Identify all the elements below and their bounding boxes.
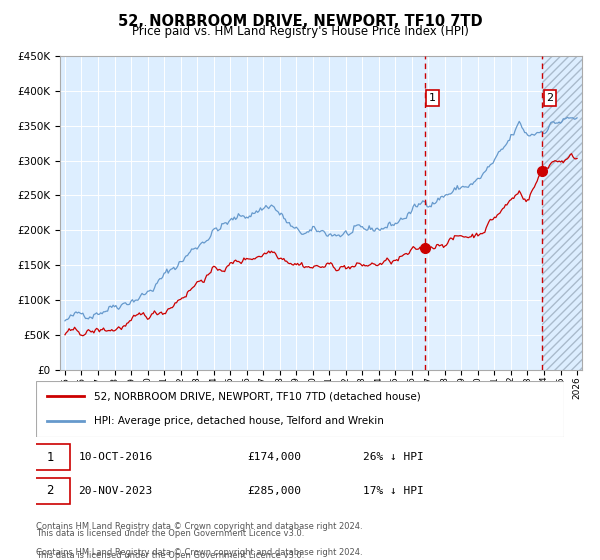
Text: 17% ↓ HPI: 17% ↓ HPI <box>364 486 424 496</box>
Text: 1: 1 <box>429 93 436 103</box>
Text: Contains HM Land Registry data © Crown copyright and database right 2024.: Contains HM Land Registry data © Crown c… <box>36 522 362 531</box>
Text: Price paid vs. HM Land Registry's House Price Index (HPI): Price paid vs. HM Land Registry's House … <box>131 25 469 38</box>
Text: HPI: Average price, detached house, Telford and Wrekin: HPI: Average price, detached house, Telf… <box>94 416 384 426</box>
Text: 1: 1 <box>47 451 54 464</box>
Text: £285,000: £285,000 <box>247 486 301 496</box>
Text: 20-NOV-2023: 20-NOV-2023 <box>78 486 152 496</box>
Text: This data is licensed under the Open Government Licence v3.0.: This data is licensed under the Open Gov… <box>36 529 304 538</box>
Bar <box>425 56 542 370</box>
Text: 52, NORBROOM DRIVE, NEWPORT, TF10 7TD: 52, NORBROOM DRIVE, NEWPORT, TF10 7TD <box>118 14 482 29</box>
Text: Contains HM Land Registry data © Crown copyright and database right 2024.: Contains HM Land Registry data © Crown c… <box>36 548 362 557</box>
Text: 10-OCT-2016: 10-OCT-2016 <box>78 452 152 462</box>
Text: £174,000: £174,000 <box>247 452 301 462</box>
Text: 52, NORBROOM DRIVE, NEWPORT, TF10 7TD (detached house): 52, NORBROOM DRIVE, NEWPORT, TF10 7TD (d… <box>94 391 421 402</box>
Bar <box>542 56 593 370</box>
Text: 2: 2 <box>47 484 54 497</box>
Text: 26% ↓ HPI: 26% ↓ HPI <box>364 452 424 462</box>
FancyBboxPatch shape <box>31 445 70 470</box>
FancyBboxPatch shape <box>31 478 70 503</box>
Text: This data is licensed under the Open Government Licence v3.0.: This data is licensed under the Open Gov… <box>36 551 304 560</box>
Text: 2: 2 <box>547 93 554 103</box>
FancyBboxPatch shape <box>36 381 564 437</box>
